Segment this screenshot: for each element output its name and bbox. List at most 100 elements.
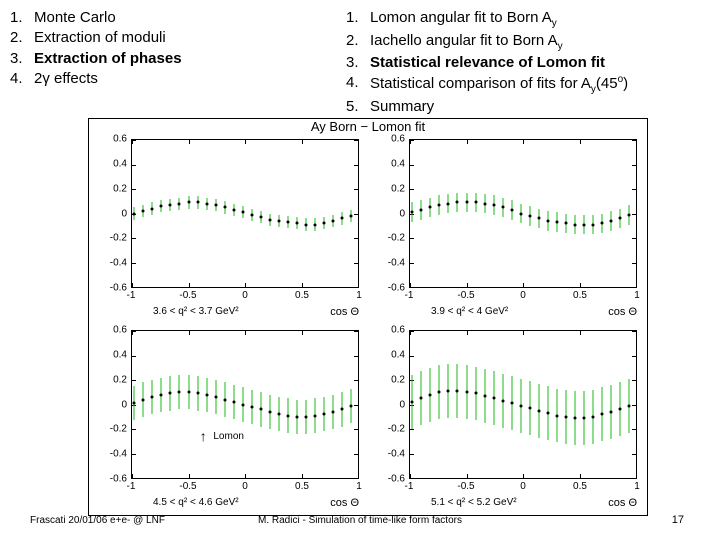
list-item: 2.Iachello angular fit to Born Ay	[346, 31, 710, 54]
x-tick-label: 0.5	[573, 481, 587, 492]
y-tick-label: 0	[399, 208, 405, 219]
page-number: 17	[672, 514, 684, 526]
top-lists: 1.Monte Carlo2.Extraction of moduli3.Ext…	[0, 0, 720, 119]
x-axis-label: cos Θ	[330, 306, 359, 318]
chart-box: ↑ Lomon	[131, 330, 359, 479]
list-item-number: 1.	[10, 8, 34, 28]
y-tick-label: 0.2	[113, 183, 127, 194]
y-tick-label: -0.6	[110, 474, 127, 485]
x-axis-ticks: -1-0.500.51	[409, 290, 637, 304]
list-item-text: Statistical relevance of Lomon fit	[370, 53, 605, 73]
q2-range-label: 5.1 < q² < 5.2 GeV²	[431, 497, 517, 508]
list-item: 3.Statistical relevance of Lomon fit	[346, 53, 710, 73]
y-tick-label: 0.4	[113, 349, 127, 360]
y-tick-label: 0.6	[113, 134, 127, 145]
left-outline-list: 1.Monte Carlo2.Extraction of moduli3.Ext…	[10, 8, 346, 117]
x-tick-label: 1	[634, 481, 640, 492]
y-tick-label: -0.6	[110, 283, 127, 294]
y-tick-label: -0.2	[110, 424, 127, 435]
y-tick-label: 0	[399, 399, 405, 410]
x-axis-label: cos Θ	[330, 497, 359, 509]
x-tick-label: -1	[405, 290, 414, 301]
y-tick-label: -0.2	[110, 233, 127, 244]
y-tick-label: -0.6	[388, 474, 405, 485]
plot-panel: -0.6-0.4-0.200.20.40.6-1-0.500.51cos Θ5.…	[371, 326, 643, 511]
list-item: 1.Monte Carlo	[10, 8, 346, 28]
plot-panel: -0.6-0.4-0.200.20.40.6↑Lomon-1-0.500.51c…	[93, 326, 365, 511]
y-tick-label: 0	[121, 208, 127, 219]
q2-range-label: 4.5 < q² < 4.6 GeV²	[153, 497, 239, 508]
x-tick-label: -0.5	[457, 290, 474, 301]
list-item-number: 1.	[346, 8, 370, 31]
y-tick-label: -0.2	[388, 424, 405, 435]
y-tick-label: 0.4	[113, 158, 127, 169]
plot-title: Ay Born − Lomon fit	[89, 119, 647, 134]
x-tick-label: -1	[405, 481, 414, 492]
list-item-number: 3.	[10, 49, 34, 69]
y-axis-ticks: -0.6-0.4-0.200.20.40.6	[93, 139, 129, 288]
q2-range-label: 3.9 < q² < 4 GeV²	[431, 306, 508, 317]
plot-panel: -0.6-0.4-0.200.20.40.6-1-0.500.51cos Θ3.…	[371, 135, 643, 320]
y-tick-label: 0	[121, 399, 127, 410]
x-tick-label: 0	[520, 481, 526, 492]
list-item-number: 3.	[346, 53, 370, 73]
x-tick-label: 0	[242, 481, 248, 492]
y-tick-label: 0.6	[391, 325, 405, 336]
list-item-number: 4.	[346, 73, 370, 97]
x-axis-ticks: -1-0.500.51	[409, 481, 637, 495]
x-tick-label: 0	[242, 290, 248, 301]
x-tick-label: 1	[634, 290, 640, 301]
x-axis-label: cos Θ	[608, 497, 637, 509]
y-axis-ticks: -0.6-0.4-0.200.20.40.6	[93, 330, 129, 479]
list-item: 3.Extraction of phases	[10, 49, 346, 69]
y-tick-label: 0.2	[113, 374, 127, 385]
footer-center: M. Radici - Simulation of time-like form…	[0, 515, 720, 526]
chart-box	[409, 330, 637, 479]
plot-panels: -0.6 -0.4 -0.2 0 0.2 0.4 0.6 -1 -0.5 0 0.5 1 cos Θ 3.…	[93, 135, 643, 511]
list-item-text: Extraction of phases	[34, 49, 182, 69]
list-item-text: Iachello angular fit to Born Ay	[370, 31, 563, 54]
x-tick-label: -1	[127, 290, 136, 301]
data-layer	[132, 331, 358, 478]
y-tick-label: 0.2	[391, 183, 405, 194]
y-tick-label: -0.6	[388, 283, 405, 294]
y-tick-label: -0.4	[110, 449, 127, 460]
x-tick-label: 1	[356, 290, 362, 301]
arrow-icon: ↑	[200, 428, 207, 444]
plot-area: Ay Born − Lomon fit -0.6 -0.4 -0.2 0 0.2 0.4 0…	[88, 118, 648, 516]
x-tick-label: -0.5	[179, 290, 196, 301]
y-tick-label: -0.4	[388, 258, 405, 269]
data-layer	[132, 140, 358, 287]
list-item-text: Summary	[370, 97, 434, 117]
list-item-text: Monte Carlo	[34, 8, 116, 28]
right-outline-list: 1.Lomon angular fit to Born Ay2.Iachello…	[346, 8, 710, 117]
list-item: 4.2γ effects	[10, 69, 346, 89]
x-axis-ticks: -1-0.500.51	[131, 481, 359, 495]
list-item-text: Extraction of moduli	[34, 28, 166, 48]
list-item-text: 2γ effects	[34, 69, 98, 89]
y-tick-label: -0.4	[388, 449, 405, 460]
q2-range-label: 3.6 < q² < 3.7 GeV²	[153, 306, 239, 317]
x-tick-label: 1	[356, 481, 362, 492]
chart-box	[409, 139, 637, 288]
x-tick-label: -1	[127, 481, 136, 492]
plot-panel: -0.6 -0.4 -0.2 0 0.2 0.4 0.6 -1 -0.5 0 0.5 1 cos Θ 3.…	[93, 135, 365, 320]
x-tick-label: 0	[520, 290, 526, 301]
y-tick-label: -0.2	[388, 233, 405, 244]
list-item-number: 2.	[10, 28, 34, 48]
list-item-number: 5.	[346, 97, 370, 117]
y-tick-label: 0.2	[391, 374, 405, 385]
y-tick-label: 0.6	[113, 325, 127, 336]
list-item: 5.Summary	[346, 97, 710, 117]
data-layer	[410, 331, 636, 478]
x-tick-label: -0.5	[179, 481, 196, 492]
y-tick-label: -0.4	[110, 258, 127, 269]
y-axis-ticks: -0.6-0.4-0.200.20.40.6	[371, 139, 407, 288]
x-tick-label: 0.5	[295, 290, 309, 301]
arrow-label: Lomon	[213, 431, 244, 442]
data-layer	[410, 140, 636, 287]
x-tick-label: -0.5	[457, 481, 474, 492]
list-item-number: 2.	[346, 31, 370, 54]
list-item: 4.Statistical comparison of fits for Ay(…	[346, 73, 710, 97]
y-axis-ticks: -0.6-0.4-0.200.20.40.6	[371, 330, 407, 479]
